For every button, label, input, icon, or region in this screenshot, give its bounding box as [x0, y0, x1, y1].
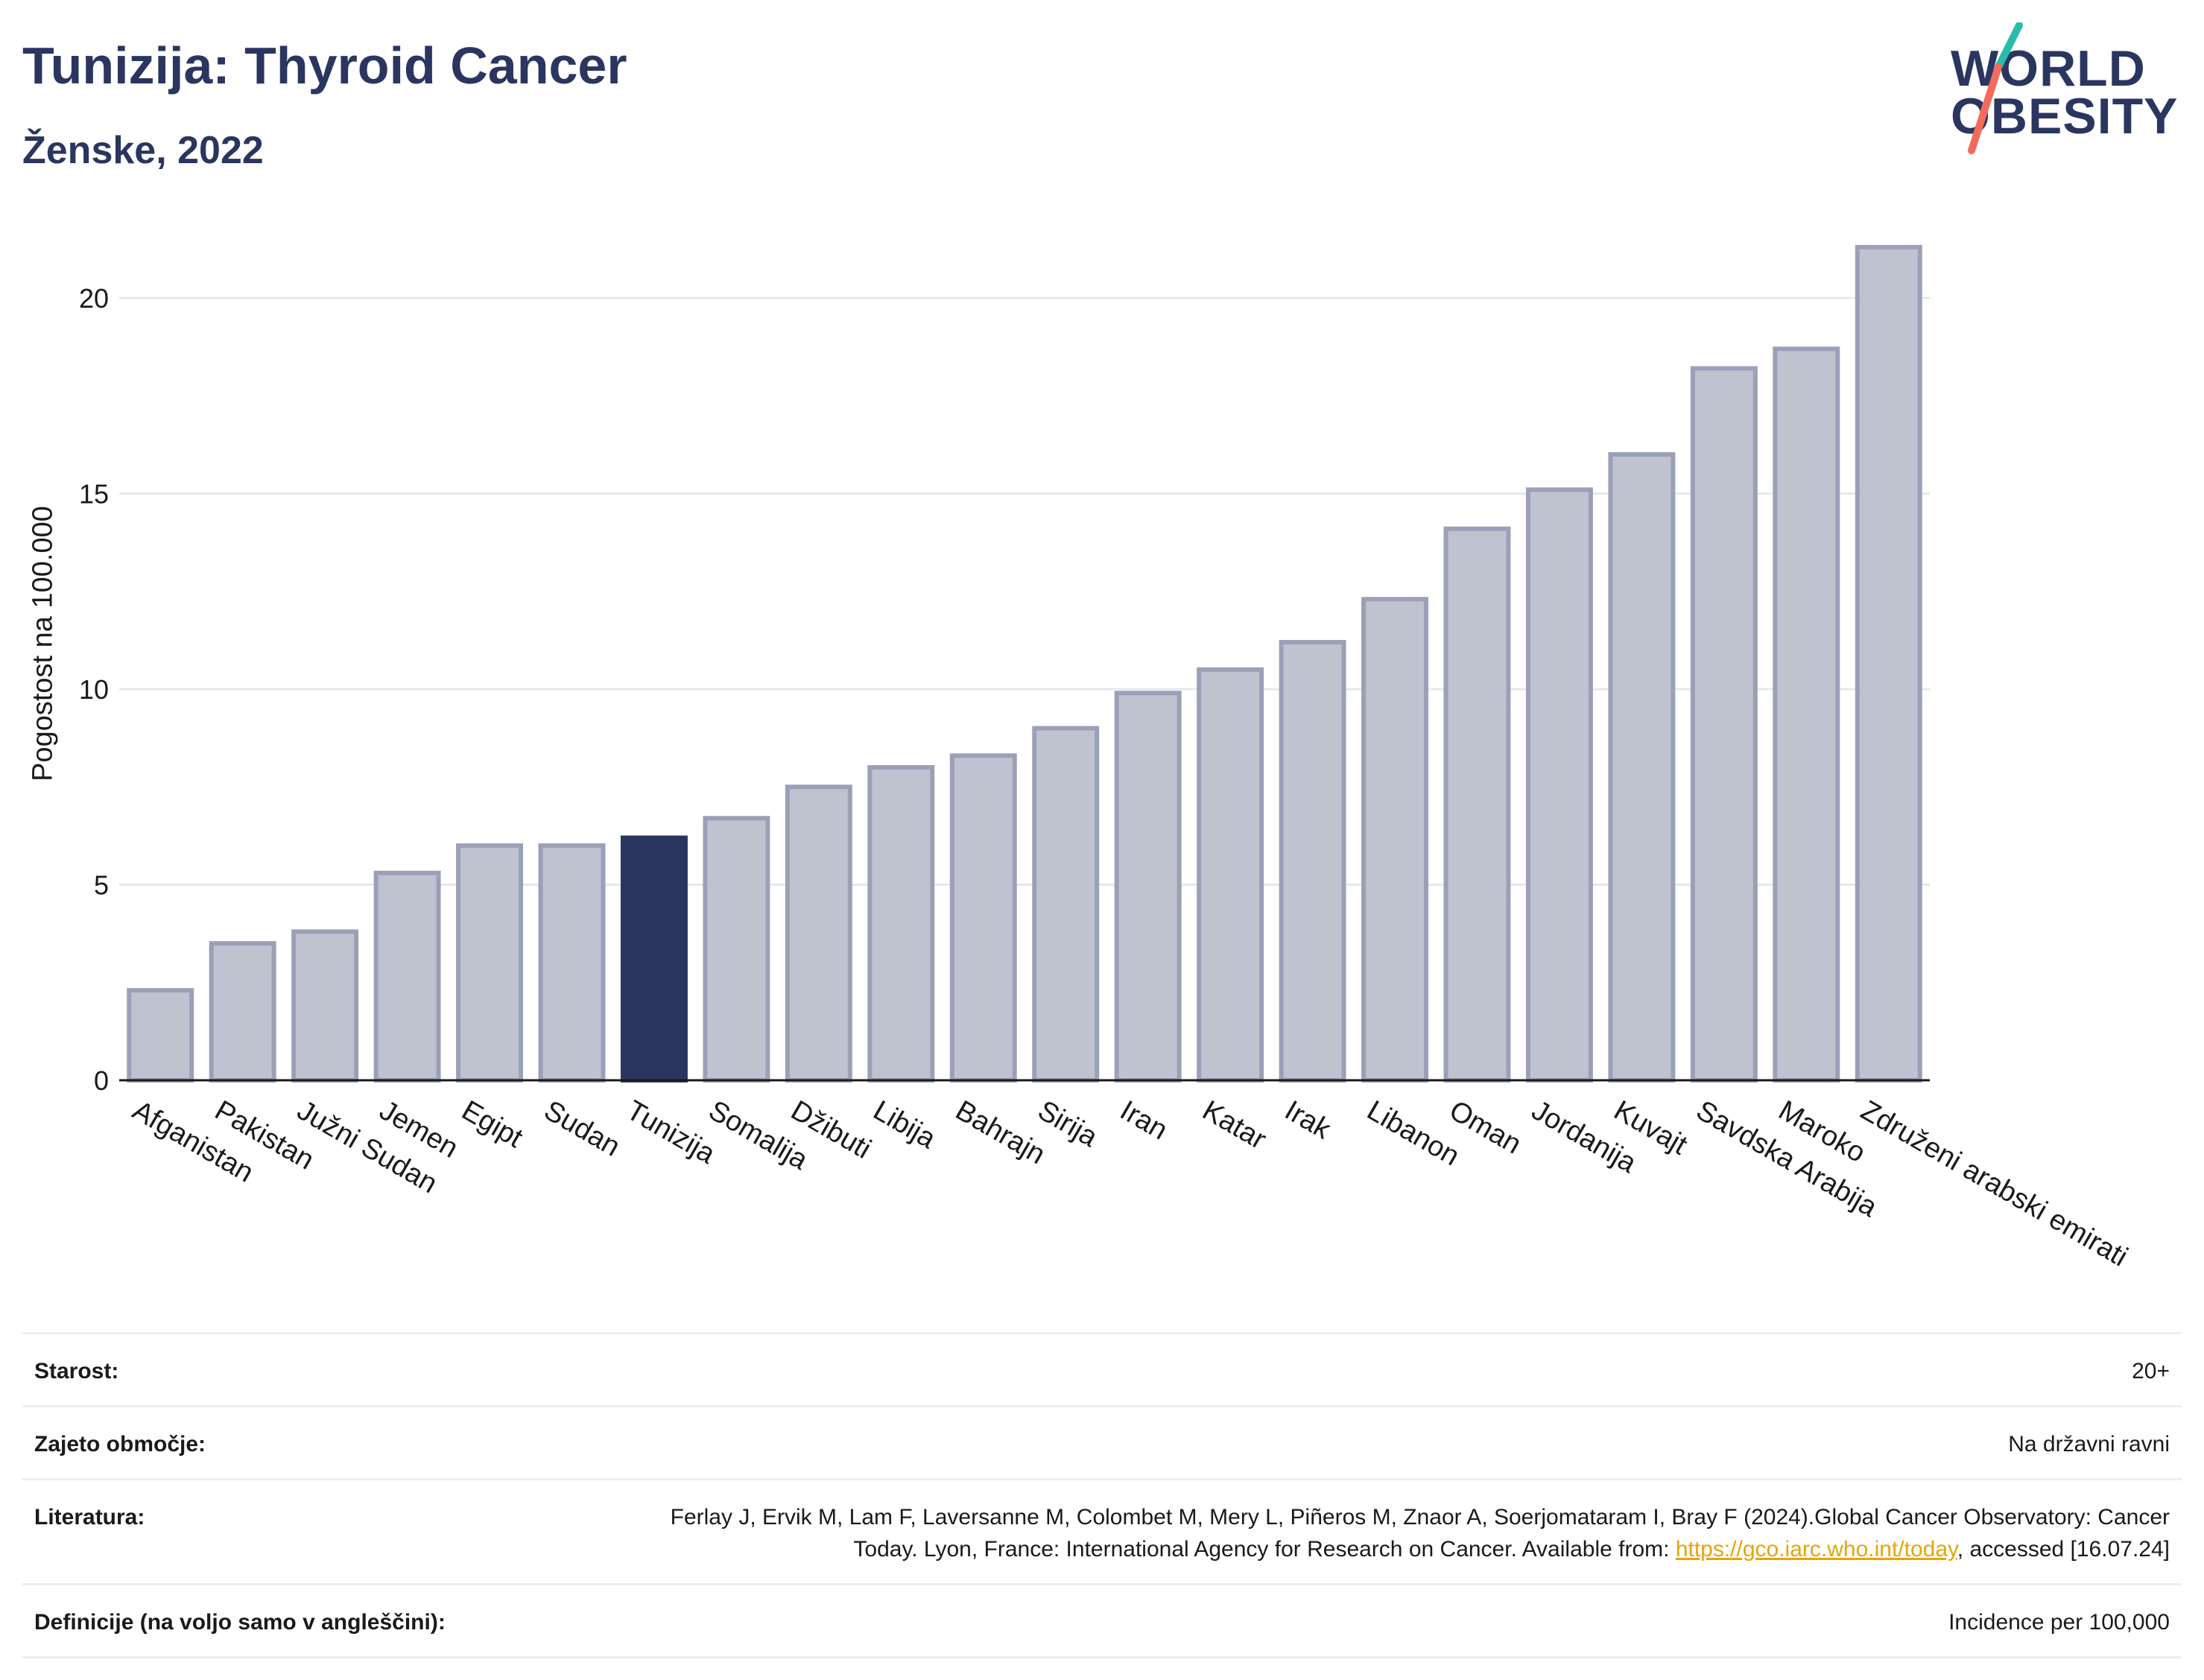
bar-tunizija[interactable]: [620, 835, 688, 1083]
bar-somalija[interactable]: [703, 816, 770, 1083]
meta-row-definitions: Definicije (na voljo samo v angleščini):…: [22, 1585, 2182, 1658]
meta-key-definitions: Definicije (na voljo samo v angleščini):: [34, 1610, 446, 1635]
bar-maroko[interactable]: [1773, 346, 1840, 1083]
bar-pakistan[interactable]: [209, 941, 276, 1083]
bar-egipt[interactable]: [456, 843, 524, 1083]
meta-value-reference: Ferlay J, Ervik M, Lam F, Laversanne M, …: [650, 1501, 2170, 1565]
chart-subtitle: Ženske, 2022: [22, 129, 264, 172]
y-axis-ticks: 0 5 10 15 20: [79, 283, 109, 1096]
logo-slash-icon: [1968, 22, 2023, 154]
reference-link[interactable]: https://gco.iarc.who.int/today: [1675, 1537, 1957, 1562]
y-tick-label: 20: [79, 283, 109, 314]
reference-accessed: , accessed [16.07.24]: [1957, 1537, 2170, 1562]
bar-jemen[interactable]: [373, 870, 441, 1083]
meta-key-age: Starost:: [34, 1359, 119, 1383]
bar-jordanija[interactable]: [1525, 487, 1593, 1083]
world-obesity-logo[interactable]: WORLD OBESITY: [1945, 22, 2191, 156]
meta-row-age: Starost: 20+: [22, 1334, 2182, 1407]
bar-džibuti[interactable]: [785, 784, 852, 1083]
bar-iran[interactable]: [1114, 691, 1182, 1083]
meta-value-age: 20+: [2132, 1359, 2170, 1383]
meta-key-reference: Literatura:: [34, 1505, 145, 1530]
meta-value-definitions: Incidence per 100,000: [1948, 1610, 2170, 1635]
x-tick-label: Iran: [1115, 1094, 1173, 1146]
x-tick-label: Tunizija: [621, 1094, 721, 1170]
bar-savdska-arabija[interactable]: [1690, 366, 1758, 1083]
bar-katar[interactable]: [1197, 667, 1264, 1083]
bars: [127, 244, 1922, 1083]
bar-afganistan[interactable]: [127, 988, 194, 1083]
y-tick-label: 10: [79, 674, 109, 705]
meta-key-coverage: Zajeto območje:: [34, 1432, 206, 1456]
bar-oman[interactable]: [1443, 526, 1511, 1083]
meta-row-coverage: Zajeto območje: Na državni ravni: [22, 1407, 2182, 1480]
bar-irak[interactable]: [1279, 640, 1346, 1083]
chart-title: Tunizija: Thyroid Cancer: [22, 37, 627, 95]
bar-libija[interactable]: [867, 765, 935, 1083]
meta-value-coverage: Na državni ravni: [2008, 1432, 2170, 1456]
x-tick-label: Libanon: [1362, 1094, 1465, 1172]
x-tick-label: Katar: [1197, 1094, 1272, 1156]
bar-sudan[interactable]: [538, 843, 606, 1083]
bar-bahrajn[interactable]: [949, 753, 1017, 1083]
y-tick-label: 15: [79, 479, 109, 510]
y-tick-label: 5: [94, 870, 109, 901]
bar-libanon[interactable]: [1361, 597, 1429, 1083]
y-tick-label: 0: [94, 1065, 109, 1096]
bar-združeni-arabski-emirati[interactable]: [1855, 244, 1922, 1083]
metadata-table: Starost: 20+ Zajeto območje: Na državni …: [22, 1332, 2182, 1658]
bar-kuvajt[interactable]: [1608, 452, 1676, 1083]
x-tick-label: Egipt: [457, 1094, 528, 1154]
x-tick-label: Bahrajn: [950, 1094, 1050, 1170]
logo-text-world: WORLD: [1951, 40, 2146, 97]
x-tick-label: Združeni arabski emirati: [1855, 1094, 2132, 1272]
x-tick-label: Sudan: [539, 1094, 625, 1162]
meta-row-reference: Literatura: Ferlay J, Ervik M, Lam F, La…: [22, 1480, 2182, 1585]
reference-text: Ferlay J, Ervik M, Lam F, Laversanne M, …: [670, 1505, 2170, 1562]
bar-južni-sudan[interactable]: [291, 929, 359, 1083]
x-tick-label: Libija: [868, 1094, 942, 1155]
x-tick-label: Irak: [1279, 1094, 1337, 1146]
bar-sirija[interactable]: [1032, 726, 1100, 1083]
